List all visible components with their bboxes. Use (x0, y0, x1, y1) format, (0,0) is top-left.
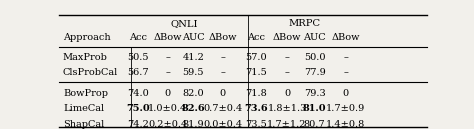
Text: 73.5: 73.5 (245, 120, 267, 129)
Text: 75.0: 75.0 (127, 104, 150, 113)
Text: 80.7: 80.7 (304, 120, 325, 129)
Text: ΔBow: ΔBow (209, 33, 237, 42)
Text: 57.0: 57.0 (245, 53, 266, 62)
Text: ΔBow: ΔBow (154, 33, 182, 42)
Text: 0.7±0.4: 0.7±0.4 (203, 104, 242, 113)
Text: –: – (165, 68, 170, 77)
Text: 1.8±1.3: 1.8±1.3 (267, 104, 307, 113)
Text: 1.4±0.8: 1.4±0.8 (326, 120, 365, 129)
Text: –: – (284, 68, 290, 77)
Text: 82.0: 82.0 (182, 89, 204, 98)
Text: MaxProb: MaxProb (63, 53, 108, 62)
Text: ShapCal: ShapCal (63, 120, 104, 129)
Text: 79.3: 79.3 (304, 89, 326, 98)
Text: 81.9: 81.9 (182, 120, 204, 129)
Text: Acc: Acc (247, 33, 265, 42)
Text: QNLI: QNLI (170, 19, 198, 29)
Text: –: – (343, 68, 348, 77)
Text: Acc: Acc (129, 33, 147, 42)
Text: 1.7±1.2: 1.7±1.2 (267, 120, 307, 129)
Text: 0.0±0.4: 0.0±0.4 (203, 120, 242, 129)
Text: 56.7: 56.7 (128, 68, 149, 77)
Text: 41.2: 41.2 (182, 53, 204, 62)
Text: 1.0±0.4: 1.0±0.4 (148, 104, 187, 113)
Text: 0: 0 (343, 89, 349, 98)
Text: 50.5: 50.5 (128, 53, 149, 62)
Text: 50.0: 50.0 (304, 53, 325, 62)
Text: 81.0: 81.0 (303, 104, 327, 113)
Text: 71.8: 71.8 (245, 89, 267, 98)
Text: –: – (220, 68, 225, 77)
Text: 73.6: 73.6 (244, 104, 268, 113)
Text: –: – (343, 53, 348, 62)
Text: 77.9: 77.9 (304, 68, 326, 77)
Text: 0: 0 (284, 89, 290, 98)
Text: Approach: Approach (63, 33, 110, 42)
Text: 0.2±0.4: 0.2±0.4 (148, 120, 187, 129)
Text: BowProp: BowProp (63, 89, 108, 98)
Text: –: – (284, 53, 290, 62)
Text: 74.0: 74.0 (128, 89, 149, 98)
Text: MRPC: MRPC (288, 19, 320, 29)
Text: 1.7±0.9: 1.7±0.9 (326, 104, 365, 113)
Text: LimeCal: LimeCal (63, 104, 104, 113)
Text: 0: 0 (219, 89, 226, 98)
Text: –: – (165, 53, 170, 62)
Text: 0: 0 (164, 89, 171, 98)
Text: 59.5: 59.5 (182, 68, 204, 77)
Text: 71.5: 71.5 (245, 68, 267, 77)
Text: ΔBow: ΔBow (273, 33, 301, 42)
Text: AUC: AUC (303, 33, 326, 42)
Text: –: – (220, 53, 225, 62)
Text: ΔBow: ΔBow (331, 33, 360, 42)
Text: AUC: AUC (182, 33, 205, 42)
Text: 74.2: 74.2 (128, 120, 149, 129)
Text: 82.6: 82.6 (182, 104, 205, 113)
Text: ClsProbCal: ClsProbCal (63, 68, 118, 77)
